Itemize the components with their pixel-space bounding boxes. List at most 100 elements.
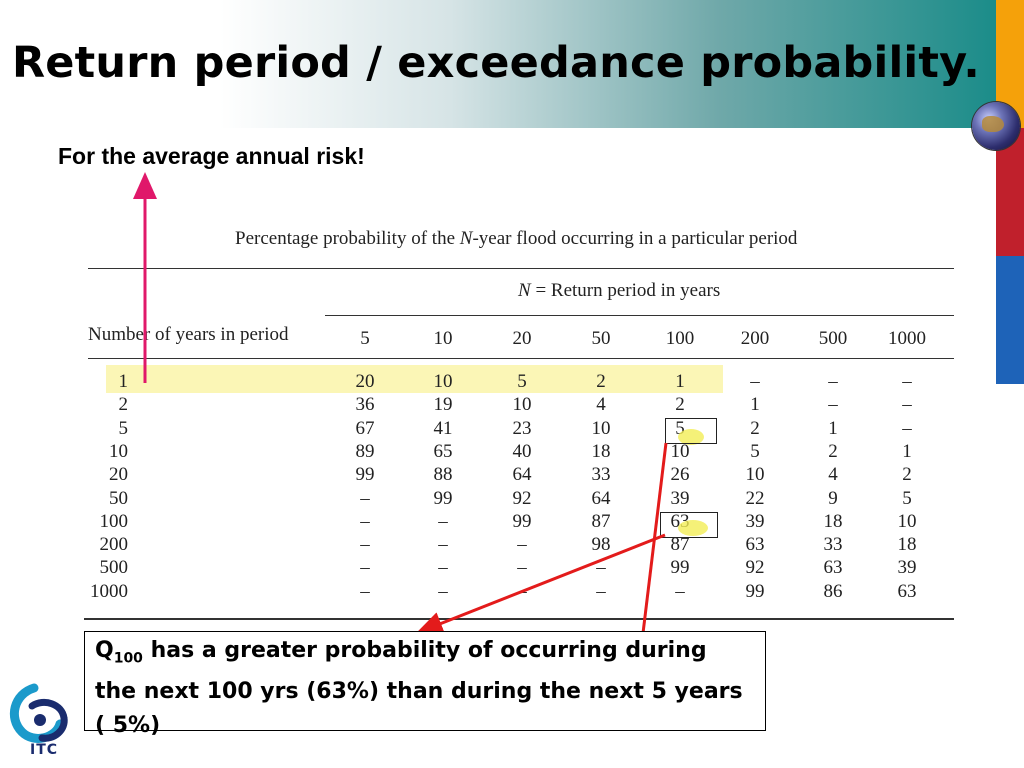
table-cell: 41: [433, 417, 453, 439]
table-cell: 10: [670, 440, 690, 462]
table-cell: –: [438, 510, 448, 532]
table-cell: 5: [750, 440, 760, 462]
table-cell: 39: [745, 510, 765, 532]
table-cell: 10: [591, 417, 611, 439]
table-cell: 98: [591, 534, 611, 556]
table-cell: 63: [897, 580, 917, 602]
table-cell: 63: [823, 557, 843, 579]
table-cell: –: [360, 487, 370, 509]
table-cell: –: [902, 394, 912, 416]
table-cell: 5: [902, 487, 912, 509]
table-cell: –: [438, 534, 448, 556]
table-cell: 36: [355, 394, 375, 416]
table-cell: 99: [670, 557, 690, 579]
highlight-5: [678, 429, 704, 445]
table-cell: 99: [433, 487, 453, 509]
row-label: 10: [109, 440, 128, 462]
table-rule-top: [88, 268, 954, 269]
table-cell: 4: [596, 394, 606, 416]
table-cell: 92: [512, 487, 532, 509]
table-cell: 2: [828, 440, 838, 462]
table-cell: 92: [745, 557, 765, 579]
table-cell: 9: [828, 487, 838, 509]
table-cell: –: [360, 510, 370, 532]
return-period-header: N = Return period in years: [518, 280, 721, 301]
table-cell: 2: [675, 394, 685, 416]
table-cell: 33: [591, 464, 611, 486]
table-cell: –: [438, 580, 448, 602]
table-cell: –: [517, 580, 527, 602]
column-header-5: 5: [360, 328, 370, 349]
table-cell: 88: [433, 464, 453, 486]
table-cell: 19: [433, 394, 453, 416]
box-63: [660, 512, 718, 538]
table-cell: –: [750, 371, 760, 392]
table-cell: –: [360, 580, 370, 602]
row-header: Number of years in period: [88, 324, 289, 345]
table-cell: –: [828, 394, 838, 416]
table-cell: 18: [591, 440, 611, 462]
subtitle: For the average annual risk!: [58, 143, 365, 169]
table-cell: 5: [675, 417, 685, 439]
table-cell: 10: [897, 510, 917, 532]
itc-logo-text: ITC: [30, 742, 59, 758]
row-label: 20: [109, 464, 128, 486]
header-band: [0, 0, 1000, 128]
table-rule-head: [88, 358, 954, 359]
table-cell: 65: [433, 440, 453, 462]
table-cell: –: [902, 371, 912, 392]
table-cell: 26: [670, 464, 690, 486]
column-header-100: 100: [665, 328, 695, 349]
table-cell: 1: [828, 417, 838, 439]
table-cell: –: [360, 557, 370, 579]
table-cell: 87: [670, 534, 690, 556]
row-label: 1000: [90, 580, 128, 602]
table-cell: 5: [517, 371, 527, 392]
table-cell: –: [675, 580, 685, 602]
table-cell: 20: [355, 371, 375, 392]
row-label: 50: [109, 487, 128, 509]
row-label: 1: [118, 371, 129, 392]
table-cell: 1: [675, 371, 685, 392]
table-cell: –: [828, 371, 838, 392]
table-cell: 39: [670, 487, 690, 509]
table-cell: –: [596, 557, 606, 579]
table-cell: 89: [355, 440, 375, 462]
note-box: Q100 has a greater probability of occurr…: [84, 631, 766, 738]
table-cell: 99: [512, 510, 532, 532]
row-1-highlight: [106, 365, 723, 393]
table-cell: 18: [897, 534, 917, 556]
table-cell: 99: [745, 580, 765, 602]
table-rule-bottom: [84, 618, 954, 620]
table-cell: 63: [745, 534, 765, 556]
row-label: 200: [99, 534, 129, 556]
table-cell: 4: [828, 464, 838, 486]
table-cell: –: [438, 557, 448, 579]
table-cell: 39: [897, 557, 917, 579]
table-cell: 1: [902, 440, 912, 462]
table-cell: 2: [750, 417, 760, 439]
row-label: 500: [99, 557, 129, 579]
table-cell: –: [360, 534, 370, 556]
table-cell: 86: [823, 580, 843, 602]
table-cell: –: [517, 534, 527, 556]
globe-icon: [972, 102, 1020, 150]
table-cell: 10: [745, 464, 765, 486]
table-cell: –: [596, 580, 606, 602]
itc-logo: [9, 683, 68, 743]
table-cell: 99: [355, 464, 375, 486]
table-cell: 2: [902, 464, 912, 486]
table-cell: 2: [596, 371, 606, 392]
table-cell: 10: [433, 371, 453, 392]
column-header-500: 500: [818, 328, 848, 349]
box-5: [665, 418, 717, 444]
right-color-bars: [996, 0, 1024, 384]
table-cell: 23: [512, 417, 532, 439]
table-caption: Percentage probability of the N-year flo…: [235, 228, 798, 249]
table-rule-sub: [325, 315, 954, 316]
column-header-1000: 1000: [888, 328, 926, 349]
table-cell: –: [902, 417, 912, 439]
column-header-20: 20: [512, 328, 532, 349]
column-header-10: 10: [433, 328, 453, 349]
table-cell: 64: [512, 464, 532, 486]
